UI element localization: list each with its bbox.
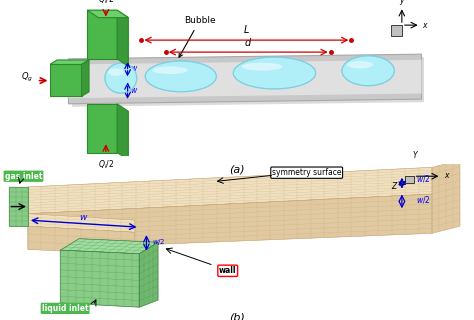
Text: $w/2$: $w/2$: [416, 194, 430, 205]
Text: x: x: [444, 171, 448, 180]
Text: $w$: $w$: [79, 213, 88, 222]
Polygon shape: [82, 60, 89, 96]
Text: (b): (b): [229, 313, 245, 320]
Ellipse shape: [105, 63, 137, 93]
Text: $Q_l/2$: $Q_l/2$: [98, 0, 114, 6]
Text: $L$: $L$: [243, 23, 250, 36]
Ellipse shape: [152, 66, 188, 74]
Ellipse shape: [342, 56, 394, 86]
Polygon shape: [87, 10, 128, 18]
FancyBboxPatch shape: [392, 25, 402, 36]
Text: wall: wall: [219, 266, 237, 275]
Ellipse shape: [233, 57, 316, 89]
Polygon shape: [9, 187, 28, 226]
Text: $d$: $d$: [244, 36, 252, 49]
Polygon shape: [68, 54, 421, 104]
Text: $Q_g$: $Q_g$: [21, 71, 33, 84]
Text: y: y: [400, 0, 404, 5]
Polygon shape: [28, 167, 432, 214]
Polygon shape: [117, 10, 128, 66]
Text: Y: Y: [412, 151, 417, 160]
Polygon shape: [28, 214, 135, 232]
Text: $w/2$: $w/2$: [153, 237, 166, 247]
Ellipse shape: [347, 61, 374, 68]
Polygon shape: [432, 160, 460, 233]
Text: $w$: $w$: [130, 64, 138, 74]
Text: (a): (a): [229, 164, 245, 174]
Text: $w$: $w$: [130, 86, 138, 95]
Polygon shape: [61, 239, 158, 254]
Polygon shape: [61, 250, 139, 307]
Ellipse shape: [241, 63, 283, 71]
Ellipse shape: [108, 68, 124, 76]
Text: gas inlet: gas inlet: [5, 172, 42, 181]
Polygon shape: [117, 104, 128, 160]
Polygon shape: [68, 60, 421, 98]
Text: Bubble: Bubble: [179, 16, 215, 57]
Polygon shape: [28, 194, 432, 249]
Text: Z: Z: [392, 182, 397, 191]
Text: $w/2$: $w/2$: [416, 173, 430, 184]
Polygon shape: [87, 10, 117, 59]
Ellipse shape: [145, 61, 217, 92]
Text: liquid inlet: liquid inlet: [42, 304, 89, 313]
Polygon shape: [139, 242, 158, 307]
Polygon shape: [72, 57, 425, 107]
Text: symmetry surface: symmetry surface: [272, 168, 341, 177]
Text: $Q_l/2$: $Q_l/2$: [98, 158, 114, 171]
FancyBboxPatch shape: [405, 176, 413, 183]
Polygon shape: [50, 60, 89, 64]
Polygon shape: [28, 226, 135, 255]
Polygon shape: [50, 64, 82, 96]
Text: x: x: [422, 20, 427, 30]
Polygon shape: [87, 104, 117, 153]
